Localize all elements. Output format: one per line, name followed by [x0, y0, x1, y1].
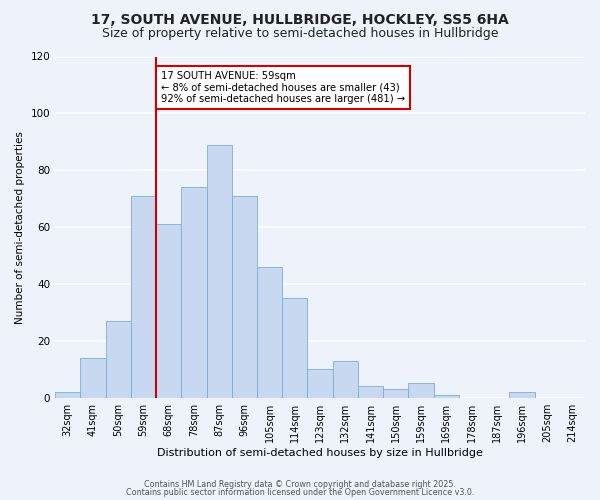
Text: 17, SOUTH AVENUE, HULLBRIDGE, HOCKLEY, SS5 6HA: 17, SOUTH AVENUE, HULLBRIDGE, HOCKLEY, S… — [91, 12, 509, 26]
Bar — [181, 188, 206, 398]
Bar — [131, 196, 156, 398]
Bar — [156, 224, 181, 398]
Bar — [80, 358, 106, 398]
Bar — [358, 386, 383, 398]
Text: Contains HM Land Registry data © Crown copyright and database right 2025.: Contains HM Land Registry data © Crown c… — [144, 480, 456, 489]
Bar — [55, 392, 80, 398]
Bar — [206, 144, 232, 398]
Bar — [509, 392, 535, 398]
Bar — [307, 370, 332, 398]
Bar — [232, 196, 257, 398]
Y-axis label: Number of semi-detached properties: Number of semi-detached properties — [15, 130, 25, 324]
Bar — [409, 384, 434, 398]
Bar — [282, 298, 307, 398]
Bar — [257, 267, 282, 398]
Bar — [106, 321, 131, 398]
X-axis label: Distribution of semi-detached houses by size in Hullbridge: Distribution of semi-detached houses by … — [157, 448, 483, 458]
Bar — [383, 389, 409, 398]
Bar — [332, 360, 358, 398]
Bar — [434, 395, 459, 398]
Text: 17 SOUTH AVENUE: 59sqm
← 8% of semi-detached houses are smaller (43)
92% of semi: 17 SOUTH AVENUE: 59sqm ← 8% of semi-deta… — [161, 70, 405, 104]
Text: Contains public sector information licensed under the Open Government Licence v3: Contains public sector information licen… — [126, 488, 474, 497]
Text: Size of property relative to semi-detached houses in Hullbridge: Size of property relative to semi-detach… — [102, 26, 498, 40]
